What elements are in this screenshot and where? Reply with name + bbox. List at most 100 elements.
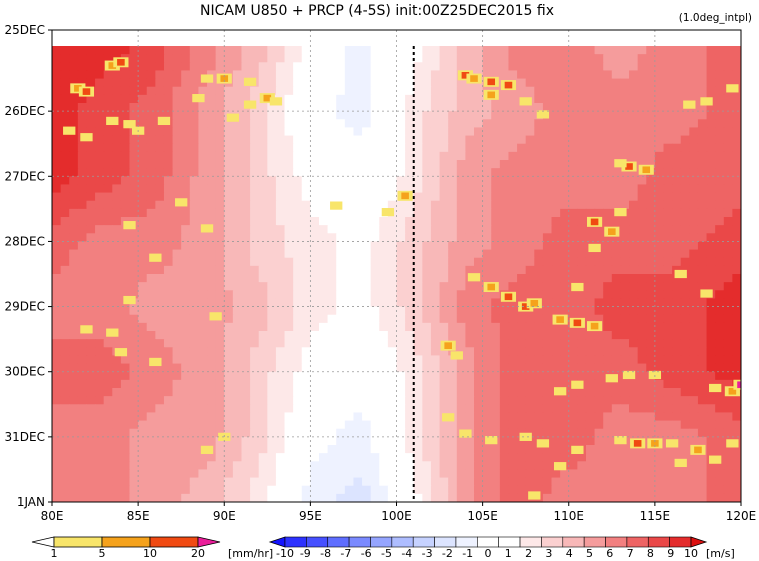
wind-cell <box>275 371 286 381</box>
wind-cell <box>327 477 337 487</box>
wind-cell <box>275 184 286 194</box>
wind-cell <box>198 412 208 422</box>
wind-cell <box>534 160 544 169</box>
wind-cell <box>663 257 673 267</box>
wind-cell <box>336 46 346 55</box>
wind-cell <box>241 355 251 365</box>
wind-cell <box>568 412 578 422</box>
wind-cell <box>362 453 372 462</box>
wind-cell <box>680 200 690 210</box>
wind-cell <box>129 241 139 251</box>
wind-cell <box>706 127 716 137</box>
wind-cell <box>534 322 544 332</box>
wind-cell <box>672 249 682 259</box>
wind-cell <box>327 249 337 259</box>
wind-cell <box>379 70 389 80</box>
wind-cell <box>241 127 251 137</box>
wind-cell <box>672 371 682 381</box>
wind-cell <box>534 143 544 153</box>
precip-cell <box>726 84 739 93</box>
wind-cell <box>258 257 268 267</box>
wind-cell <box>310 127 320 137</box>
wind-cell <box>163 225 174 234</box>
wind-cell <box>69 282 79 291</box>
wind-cell <box>207 274 217 283</box>
wind-cell <box>405 257 415 267</box>
wind-cell <box>525 388 535 397</box>
wind-cell <box>629 314 639 324</box>
wind-cell <box>456 103 466 112</box>
wind-cell <box>585 428 596 438</box>
wind-cell <box>258 70 268 80</box>
wind-cell <box>172 404 182 414</box>
wind-cell <box>542 388 553 397</box>
wind-cell <box>430 469 441 479</box>
wind-cell <box>353 200 363 210</box>
wind-cell <box>456 355 466 365</box>
wind-cell <box>499 396 510 405</box>
wind-cell <box>387 371 398 381</box>
wind-cell <box>629 233 639 243</box>
wind-cell <box>379 306 389 316</box>
wind-cell <box>327 241 337 251</box>
wind-cell <box>198 331 208 340</box>
wind-cell <box>379 78 389 88</box>
wind-cell <box>577 225 587 234</box>
wind-cell <box>611 176 622 186</box>
wind-cell <box>456 192 466 202</box>
wind-cell <box>706 265 716 275</box>
wind-cell <box>594 249 604 259</box>
wind-cell <box>603 249 613 259</box>
wind-cell <box>715 176 725 186</box>
wind-cell <box>422 135 432 145</box>
wind-cell <box>60 396 70 405</box>
wind-cell <box>525 347 535 357</box>
wind-cell <box>95 436 105 446</box>
wind-cell <box>439 46 449 55</box>
wind-cell <box>138 371 148 381</box>
wind-cell <box>120 445 131 454</box>
wind-cell <box>594 143 604 153</box>
wind-cell <box>275 314 286 324</box>
wind-cell <box>284 493 294 502</box>
wind-cell <box>155 412 165 422</box>
wind-cell <box>577 192 587 202</box>
wind-cell <box>430 290 441 300</box>
wind-cell <box>163 241 174 251</box>
wind-cell <box>620 290 630 300</box>
wind-cell <box>138 339 148 348</box>
wind-cell <box>155 143 165 153</box>
wind-cell <box>60 347 70 357</box>
wind-cell <box>560 371 570 381</box>
wind-cell <box>224 420 234 430</box>
wind-cell <box>672 143 682 153</box>
precip-core <box>401 192 409 200</box>
wind-cell <box>430 412 441 422</box>
wind-cell <box>224 314 234 324</box>
wind-cell <box>181 46 191 55</box>
wind-cell <box>310 217 320 226</box>
wind-cell <box>284 257 294 267</box>
wind-cell <box>534 151 544 161</box>
wind-cell <box>525 436 535 446</box>
wind-cell <box>551 46 561 55</box>
wind-cell <box>542 485 553 495</box>
wind-cell <box>405 379 415 389</box>
wind-cell <box>301 485 311 495</box>
wind-cell <box>654 493 665 502</box>
wind-cell <box>629 241 639 251</box>
wind-cell <box>508 461 518 471</box>
wind-cell <box>663 233 673 243</box>
wind-cell <box>120 151 131 161</box>
wind-cell <box>465 257 475 267</box>
wind-cell <box>284 200 294 210</box>
wind-cell <box>258 160 268 169</box>
wind-cell <box>689 453 699 462</box>
wind-cell <box>439 94 449 104</box>
wind-cell <box>77 469 88 479</box>
wind-cell <box>697 274 708 283</box>
wind-cell <box>723 445 733 454</box>
wind-cell <box>594 54 604 63</box>
wind-cell <box>327 379 337 389</box>
wind-cell <box>344 208 355 218</box>
